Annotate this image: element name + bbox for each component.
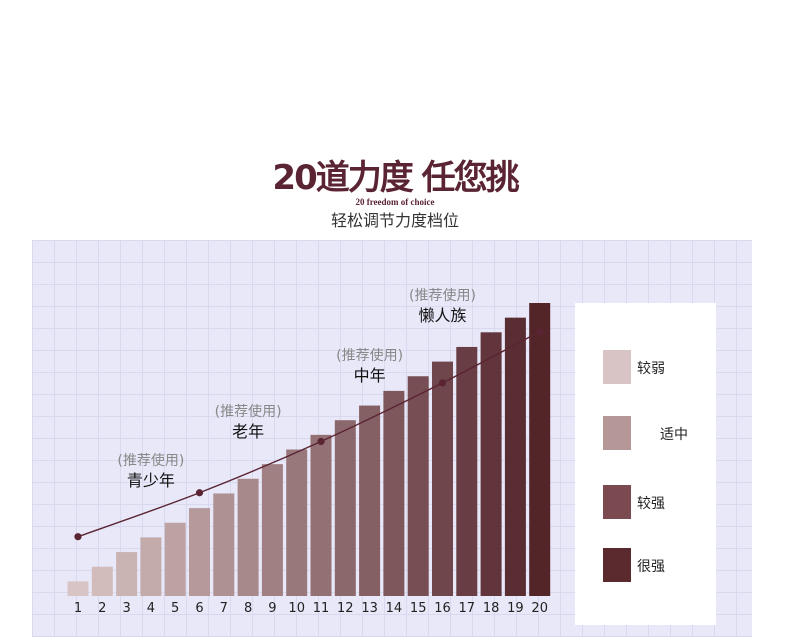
legend-swatch-weak bbox=[603, 350, 631, 384]
bar-14 bbox=[383, 390, 405, 596]
annotation-note: (推荐使用) bbox=[215, 403, 282, 420]
bar-13 bbox=[359, 405, 381, 596]
bar-8 bbox=[237, 478, 259, 596]
legend-swatch-medium bbox=[603, 416, 631, 450]
x-tick-label: 3 bbox=[122, 601, 130, 616]
x-tick-label: 15 bbox=[410, 601, 427, 616]
bar-11 bbox=[310, 434, 332, 596]
x-tick-label: 6 bbox=[195, 601, 203, 616]
x-tick-label: 11 bbox=[313, 601, 330, 616]
bar-10 bbox=[286, 449, 308, 596]
legend: 较弱 适中 较强 很强 bbox=[575, 303, 716, 625]
x-tick-label: 12 bbox=[337, 601, 354, 616]
bar-19 bbox=[504, 317, 526, 596]
bar-15 bbox=[407, 376, 429, 596]
page-title: 20道力度 任您挑 bbox=[272, 158, 519, 198]
legend-item-medium: 适中 bbox=[603, 416, 713, 450]
x-tick-label: 13 bbox=[361, 601, 378, 616]
bar-16 bbox=[432, 361, 453, 596]
bar-9 bbox=[261, 464, 283, 596]
legend-label-very-strong: 很强 bbox=[637, 559, 665, 575]
trend-point-2 bbox=[317, 437, 325, 446]
trend-point-1 bbox=[195, 489, 204, 497]
bar-7 bbox=[213, 493, 235, 596]
bar-2 bbox=[91, 566, 113, 596]
english-subtitle: 20 freedom of choice bbox=[355, 197, 435, 207]
x-tick-label: 18 bbox=[483, 601, 500, 616]
annotation-note: (推荐使用) bbox=[409, 287, 476, 304]
legend-swatch-very-strong bbox=[603, 548, 631, 582]
x-tick-label: 5 bbox=[171, 601, 179, 616]
x-tick-label: 8 bbox=[244, 601, 252, 616]
legend-label-weak: 较弱 bbox=[637, 361, 665, 377]
x-tick-label: 1 bbox=[74, 601, 82, 616]
bar-1 bbox=[67, 581, 89, 596]
bar-6 bbox=[189, 508, 210, 596]
annotation-group-label: 懒人族 bbox=[418, 306, 466, 325]
x-tick-label: 16 bbox=[434, 601, 451, 616]
x-tick-label: 20 bbox=[531, 601, 548, 616]
chinese-subtitle: 轻松调节力度档位 bbox=[330, 211, 459, 230]
x-tick-label: 19 bbox=[507, 601, 524, 616]
x-tick-label: 9 bbox=[268, 601, 276, 616]
x-tick-label: 7 bbox=[220, 601, 228, 616]
bar-12 bbox=[334, 420, 356, 596]
legend-label-strong: 较强 bbox=[637, 496, 665, 512]
annotation-group-label: 青少年 bbox=[127, 471, 175, 490]
x-tick-label: 10 bbox=[288, 601, 305, 616]
trend-point-3 bbox=[438, 379, 447, 387]
annotation-group-label: 中年 bbox=[354, 366, 386, 385]
legend-label-medium: 适中 bbox=[660, 427, 688, 443]
x-tick-label: 4 bbox=[147, 601, 155, 616]
legend-item-very-strong: 很强 bbox=[603, 548, 713, 582]
bar-4 bbox=[140, 537, 162, 596]
bar-5 bbox=[164, 522, 186, 596]
trend-point-0 bbox=[74, 533, 82, 541]
trend-point-4 bbox=[536, 328, 544, 336]
bar-20 bbox=[529, 303, 551, 596]
bar-3 bbox=[116, 552, 138, 596]
x-tick-label: 14 bbox=[386, 601, 403, 616]
bar-18 bbox=[480, 332, 502, 596]
x-tick-label: 2 bbox=[98, 601, 106, 616]
legend-item-strong: 较强 bbox=[603, 485, 713, 519]
annotation-note: (推荐使用) bbox=[336, 347, 403, 364]
annotation-note: (推荐使用) bbox=[117, 452, 184, 469]
legend-swatch-strong bbox=[603, 485, 631, 519]
legend-item-weak: 较弱 bbox=[603, 350, 713, 384]
bar-17 bbox=[456, 346, 478, 596]
annotation-group-label: 老年 bbox=[232, 422, 264, 441]
x-tick-label: 17 bbox=[459, 601, 476, 616]
